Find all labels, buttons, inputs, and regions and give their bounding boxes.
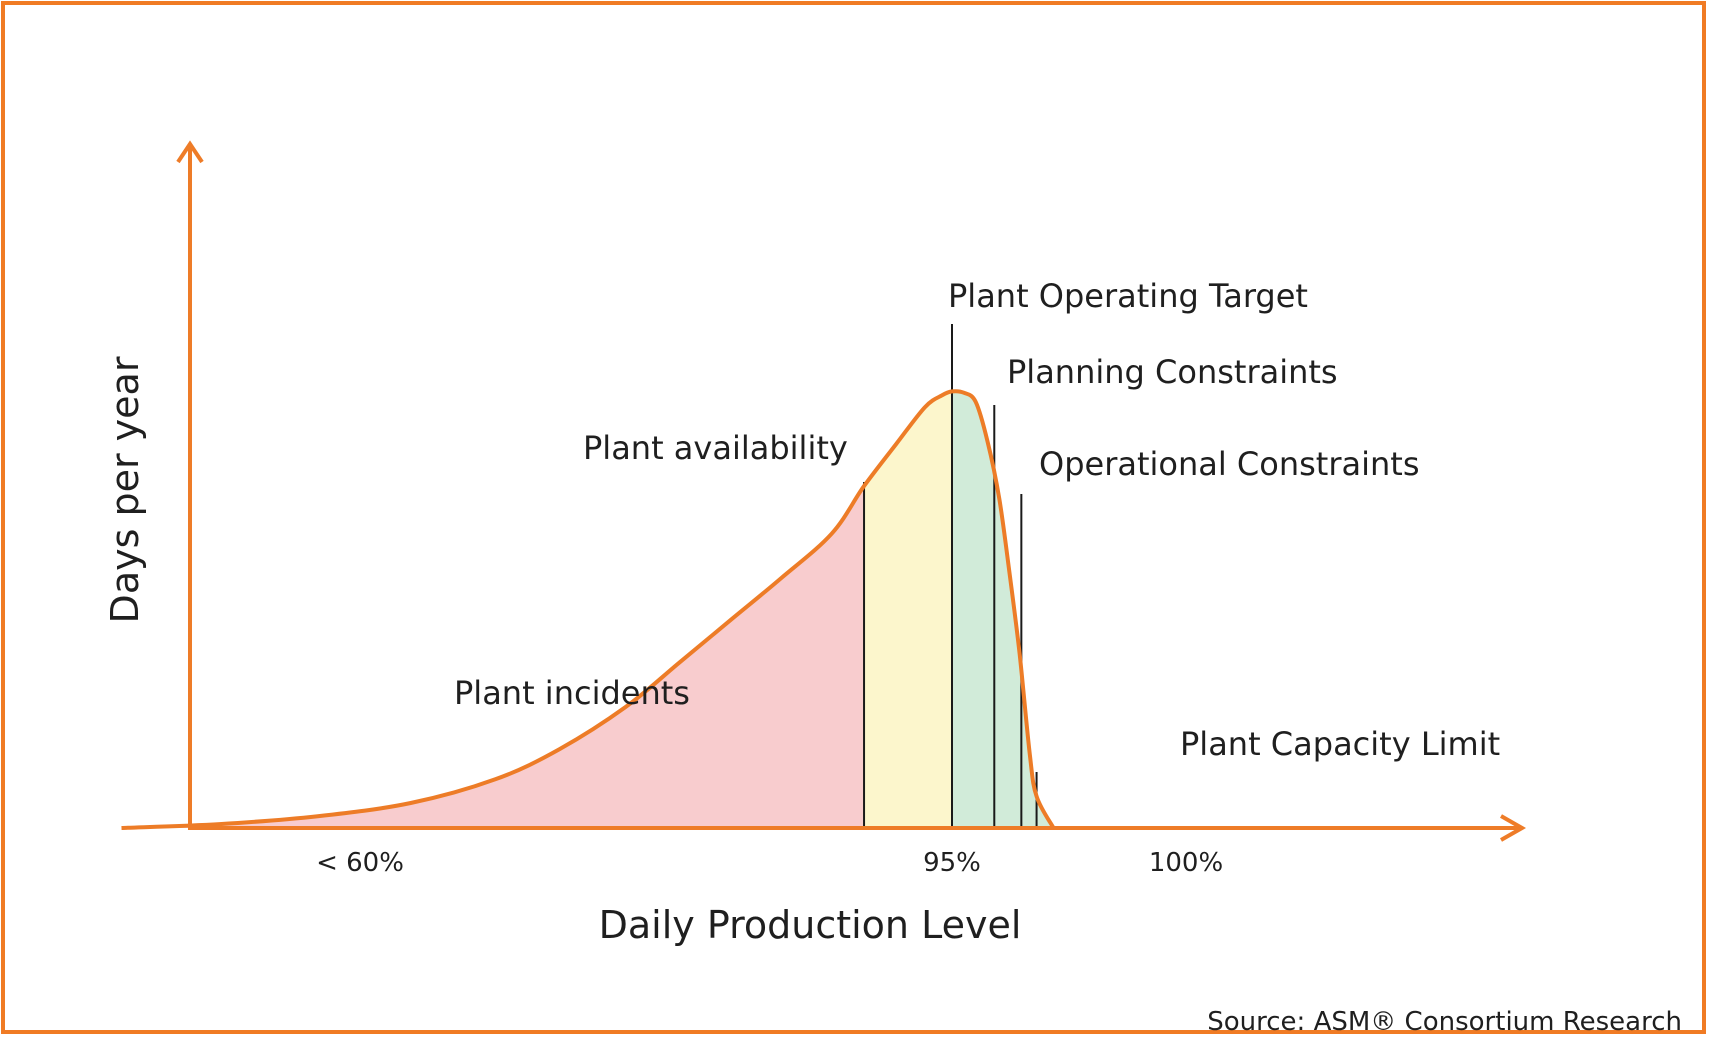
source-note: Source: ASM® Consortium Research [1207,1007,1682,1035]
label-plant-operating-target: Plant Operating Target [948,277,1308,315]
x-tick-label: 100% [1149,848,1223,878]
axes [176,140,1527,842]
region-plant-incidents [121,391,865,828]
distribution-curve [121,389,1056,830]
annotation-labels: Plant Operating Target Planning Constrai… [454,277,1500,763]
y-axis-arrow-icon [176,140,204,164]
label-operational-constraints: Operational Constraints [1039,445,1420,483]
x-tick-labels: < 60% 95% 100% [316,848,1223,878]
y-axis-title: Days per year [103,356,147,623]
x-tick-label: 95% [923,848,981,878]
x-tick-label: < 60% [316,848,404,878]
label-plant-availability: Plant availability [583,429,848,467]
label-planning-constraints: Planning Constraints [1007,353,1338,391]
x-axis-title: Daily Production Level [599,903,1022,947]
label-plant-incidents: Plant incidents [454,674,690,712]
region-plant-availability [864,391,952,828]
x-axis-arrow-icon [1500,814,1527,842]
label-plant-capacity-limit: Plant Capacity Limit [1180,725,1500,763]
